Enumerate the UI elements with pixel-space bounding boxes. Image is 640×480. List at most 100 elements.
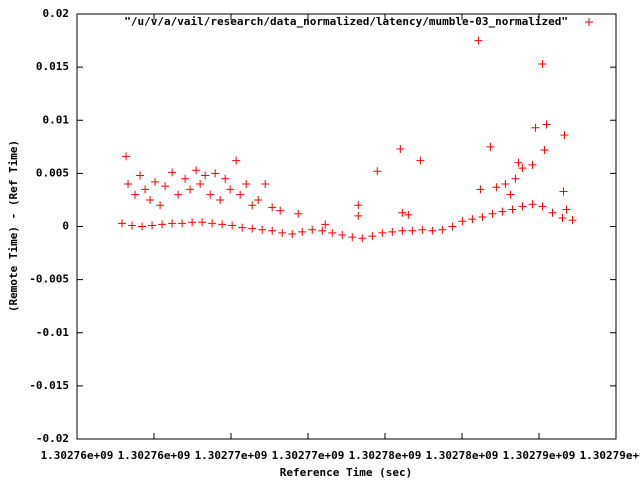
x-tick-label: 1.30278e+09	[349, 449, 422, 462]
point	[418, 225, 427, 234]
point	[468, 215, 477, 224]
point	[338, 231, 347, 239]
point	[542, 120, 551, 129]
point	[558, 214, 567, 222]
point	[318, 226, 327, 235]
point	[248, 201, 257, 210]
point	[226, 185, 235, 194]
point	[388, 227, 397, 236]
point	[378, 228, 387, 237]
point	[538, 59, 547, 68]
point	[221, 174, 230, 183]
legend-label: "/u/v/a/vail/research/data_normalized/la…	[124, 15, 568, 28]
x-axis-label: Reference Time (sec)	[280, 466, 412, 479]
point	[218, 220, 227, 229]
point	[168, 219, 177, 228]
y-tick-label: -0.02	[36, 432, 69, 445]
point	[181, 174, 190, 183]
point	[354, 211, 363, 220]
point	[151, 177, 160, 186]
point	[186, 185, 195, 194]
point	[174, 190, 183, 199]
point	[261, 180, 270, 188]
point	[448, 222, 457, 231]
point	[321, 220, 330, 229]
x-tick-label: 1.30278e+09	[426, 449, 499, 462]
point	[161, 182, 170, 191]
point	[368, 232, 377, 241]
point	[248, 224, 257, 233]
point	[560, 131, 569, 140]
point	[428, 226, 437, 235]
x-tick-label: 1.30279e+09	[580, 449, 640, 462]
point	[531, 123, 540, 132]
point	[358, 234, 367, 243]
point	[492, 183, 501, 192]
point	[438, 225, 447, 234]
point	[124, 180, 133, 188]
point	[276, 206, 285, 215]
point	[562, 205, 571, 214]
point	[478, 212, 487, 221]
x-tick-label: 1.30276e+09	[41, 449, 114, 462]
point	[158, 220, 167, 229]
point	[488, 209, 497, 218]
point	[128, 221, 137, 230]
point	[514, 158, 523, 167]
point	[118, 219, 127, 228]
y-axis-label: (Remote Time) - (Ref Time)	[7, 140, 20, 312]
point	[404, 210, 413, 219]
point	[196, 180, 205, 188]
point	[258, 225, 267, 234]
point	[501, 180, 510, 188]
legend-marker	[585, 18, 593, 26]
point	[559, 187, 568, 196]
point	[188, 218, 197, 227]
point	[396, 144, 405, 153]
point	[476, 185, 485, 194]
point	[506, 190, 515, 199]
point	[398, 226, 407, 235]
point	[146, 195, 155, 204]
x-tick-label: 1.30276e+09	[118, 449, 191, 462]
point	[268, 203, 277, 212]
point	[211, 169, 220, 178]
point	[538, 202, 547, 211]
x-tick-label: 1.30279e+09	[503, 449, 576, 462]
point	[206, 190, 215, 199]
y-tick-label: -0.01	[36, 326, 69, 339]
point	[298, 227, 307, 236]
point	[156, 201, 165, 210]
point	[518, 164, 527, 173]
point	[208, 219, 217, 228]
point	[308, 225, 317, 234]
point	[268, 226, 277, 235]
point	[138, 222, 147, 231]
point	[168, 168, 177, 177]
point	[228, 221, 237, 230]
point	[511, 174, 520, 183]
point	[348, 233, 357, 242]
point	[328, 228, 337, 237]
point	[178, 219, 187, 228]
point	[508, 205, 517, 214]
y-tick-label: 0.02	[43, 7, 70, 20]
point	[238, 223, 247, 232]
point	[236, 190, 245, 199]
point	[540, 146, 549, 154]
point	[198, 218, 207, 227]
point	[242, 180, 251, 188]
x-tick-label: 1.30277e+09	[195, 449, 268, 462]
point	[568, 216, 577, 225]
point	[294, 209, 303, 218]
x-tick-label: 1.30277e+09	[272, 449, 345, 462]
y-tick-label: -0.015	[29, 379, 69, 392]
point	[458, 217, 467, 226]
point	[474, 36, 483, 45]
plot-frame	[76, 13, 617, 440]
point	[408, 226, 417, 235]
point	[216, 195, 225, 204]
point	[122, 152, 131, 161]
point	[528, 160, 537, 169]
